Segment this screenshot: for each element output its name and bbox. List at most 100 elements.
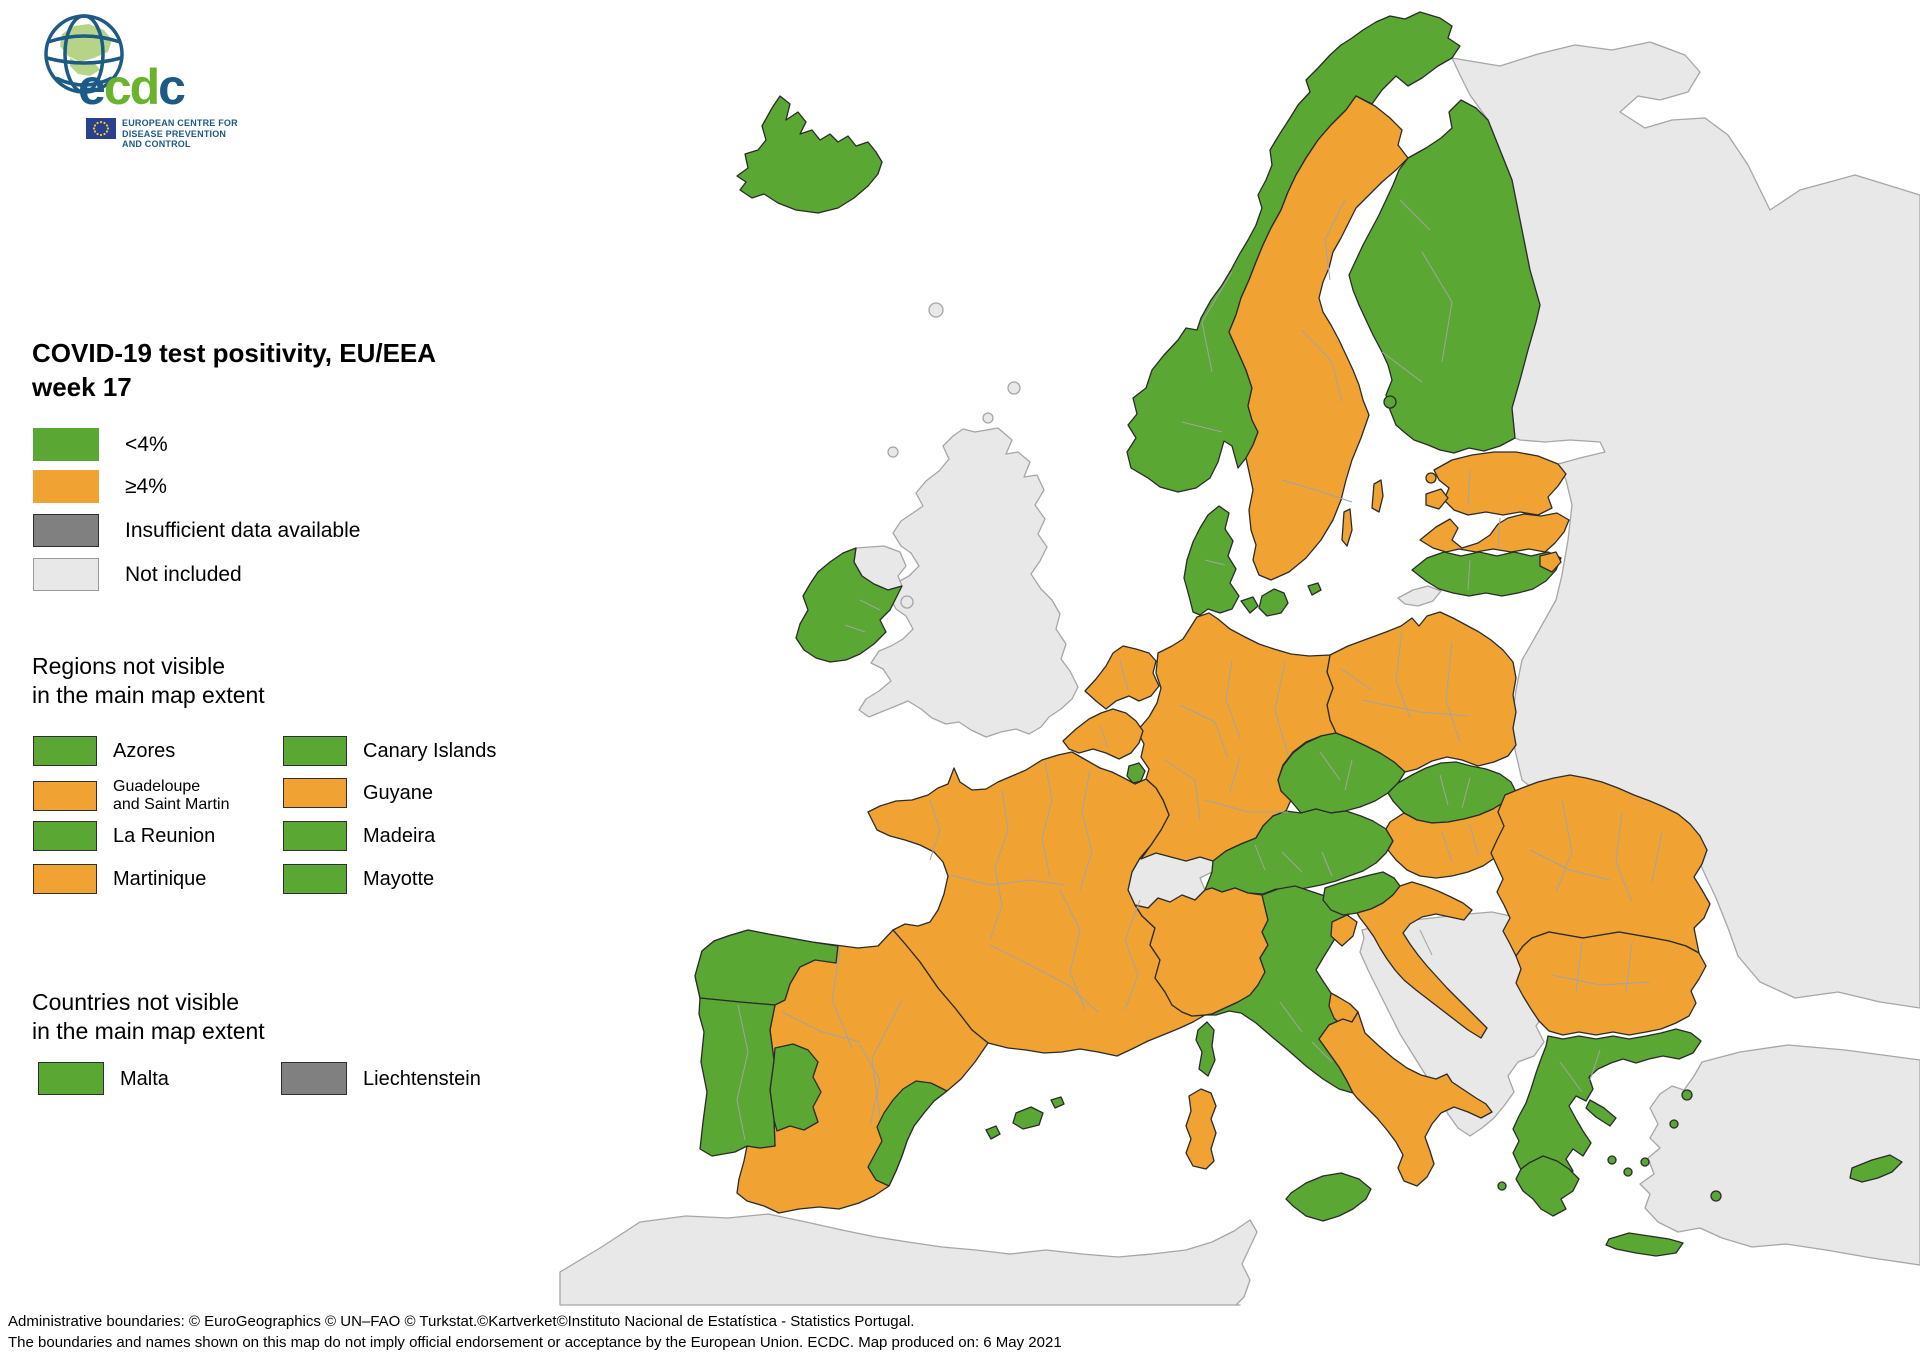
map-area-spain-extremadura bbox=[769, 1043, 822, 1132]
map-area-greek-island-5 bbox=[1669, 1119, 1679, 1129]
region-swatch-guyane bbox=[283, 778, 347, 808]
map-title-line2: week 17 bbox=[32, 372, 132, 402]
map-area-ireland bbox=[795, 547, 903, 663]
logo-org-line2: DISEASE PREVENTION bbox=[122, 128, 227, 139]
legend-label-not-included: Not included bbox=[125, 562, 242, 586]
region-item-la-reunion: La Reunion bbox=[33, 821, 215, 851]
country-swatch-malta bbox=[38, 1062, 104, 1095]
region-label-guadeloupe-line2: and Saint Martin bbox=[113, 796, 230, 813]
map-area-ibiza bbox=[985, 1125, 1001, 1140]
map-area-spain-valencia-murcia bbox=[867, 1080, 948, 1187]
map-area-spain-galicia-asturias bbox=[694, 929, 839, 1006]
map-area-netherlands bbox=[1084, 645, 1160, 710]
map-area-greek-island-4 bbox=[1681, 1089, 1693, 1101]
map-area-menorca bbox=[1050, 1096, 1065, 1109]
region-item-mayotte: Mayotte bbox=[283, 864, 434, 894]
countries-header-line1: Countries not visible bbox=[32, 989, 240, 1015]
footer-line2: The boundaries and names shown on this m… bbox=[8, 1334, 1062, 1351]
map-area-saaremaa bbox=[1425, 488, 1449, 510]
region-swatch-canary-islands bbox=[283, 736, 347, 766]
region-swatch-madeira bbox=[283, 821, 347, 851]
map-area-orkney bbox=[982, 412, 994, 424]
map-area-greek-island-1 bbox=[1607, 1155, 1617, 1165]
map-area-italy-south bbox=[1318, 1011, 1493, 1187]
map-area-hebrides bbox=[887, 446, 899, 458]
legend-label-insufficient: Insufficient data available bbox=[125, 518, 361, 542]
map-area-gotland bbox=[1371, 479, 1384, 513]
region-swatch-guadeloupe bbox=[33, 781, 97, 811]
map-area-hiiumaa bbox=[1425, 472, 1437, 484]
country-item-liechtenstein: Liechtenstein bbox=[281, 1062, 481, 1095]
map-title-line1: COVID-19 test positivity, EU/EEA bbox=[32, 338, 437, 368]
legend-item-lt4: <4% bbox=[33, 428, 168, 461]
map-area-lithuania-southeast bbox=[1539, 551, 1562, 573]
region-swatch-mayotte bbox=[283, 864, 347, 894]
map-area-sweden bbox=[1228, 95, 1409, 581]
legend-item-insufficient: Insufficient data available bbox=[33, 514, 360, 547]
map-area-crete bbox=[1605, 1232, 1684, 1257]
map-area-sardinia bbox=[1185, 1088, 1217, 1170]
countries-header-line2: in the main map extent bbox=[32, 1018, 265, 1044]
map-area-mallorca bbox=[1012, 1106, 1044, 1130]
map-area-iceland bbox=[736, 95, 883, 214]
legend-item-gte4: ≥4% bbox=[33, 470, 167, 503]
region-swatch-martinique bbox=[33, 864, 97, 894]
regions-not-visible-header: Regions not visible in the main map exte… bbox=[32, 652, 265, 710]
map-title: COVID-19 test positivity, EU/EEA week 17 bbox=[32, 336, 436, 404]
region-label-guadeloupe-line1: Guadeloupe bbox=[113, 778, 201, 795]
region-item-canary-islands: Canary Islands bbox=[283, 736, 496, 766]
legend-label-gte4: ≥4% bbox=[125, 474, 167, 498]
legend-item-not-included: Not included bbox=[33, 558, 242, 591]
regions-header-line1: Regions not visible bbox=[32, 653, 226, 679]
legend-swatch-orange bbox=[33, 470, 99, 503]
region-label-mayotte: Mayotte bbox=[363, 868, 435, 890]
map-area-france bbox=[867, 751, 1206, 1057]
footer-line1: Administrative boundaries: © EuroGeograp… bbox=[8, 1313, 915, 1330]
region-label-azores: Azores bbox=[113, 740, 176, 762]
map-area-finland bbox=[1348, 99, 1541, 454]
map-area-croatia bbox=[1356, 881, 1488, 1039]
map-area-aland bbox=[1383, 395, 1397, 409]
map-area-denmark bbox=[1183, 505, 1240, 616]
map-area-croatia-istria bbox=[1330, 914, 1358, 947]
map-area-greek-island-6 bbox=[1710, 1190, 1722, 1202]
ecdc-wordmark: ecdc bbox=[78, 59, 186, 115]
legend-swatch-not-included bbox=[33, 558, 99, 591]
region-swatch-azores bbox=[33, 736, 97, 766]
region-swatch-la-reunion bbox=[33, 821, 97, 851]
region-label-guyane: Guyane bbox=[363, 782, 434, 804]
map-area-bornholm bbox=[1307, 582, 1322, 596]
map-area-cyprus bbox=[1849, 1154, 1903, 1183]
map-area-shetland bbox=[1007, 381, 1021, 395]
eu-flag-icon bbox=[86, 118, 116, 139]
map-area-faroe-islands bbox=[928, 302, 944, 318]
map-area-sicily bbox=[1285, 1172, 1372, 1222]
map-area-estonia bbox=[1433, 451, 1567, 516]
map-area-greek-island-3 bbox=[1640, 1157, 1650, 1167]
map-area-latvia bbox=[1419, 512, 1570, 553]
map-area-oland bbox=[1341, 508, 1353, 547]
countries-not-visible-header: Countries not visible in the main map ex… bbox=[32, 988, 265, 1046]
map-area-turkey bbox=[1639, 1044, 1920, 1266]
footer-credits: Administrative boundaries: © EuroGeograp… bbox=[8, 1311, 1908, 1353]
map-area-greek-island-2 bbox=[1623, 1167, 1633, 1177]
map-area-zealand bbox=[1258, 588, 1289, 617]
country-swatch-liechtenstein bbox=[281, 1062, 347, 1095]
ecdc-logo: ecdc EUROPEAN CENTRE FOR DISEASE PREVENT… bbox=[28, 4, 258, 154]
legend-swatch-green bbox=[33, 428, 99, 461]
region-label-guadeloupe: Guadeloupe and Saint Martin bbox=[113, 778, 230, 814]
country-item-malta: Malta bbox=[38, 1062, 169, 1095]
legend-label-lt4: <4% bbox=[125, 432, 168, 456]
map-area-greece-euboea bbox=[1585, 1099, 1617, 1127]
logo-org-line3: AND CONTROL bbox=[122, 139, 191, 149]
logo-org-line1: EUROPEAN CENTRE FOR bbox=[122, 118, 238, 128]
map-area-greek-island-7 bbox=[1497, 1181, 1507, 1191]
ecdc-globe-icon bbox=[44, 14, 124, 94]
region-item-madeira: Madeira bbox=[283, 821, 435, 851]
region-label-la-reunion: La Reunion bbox=[113, 825, 216, 847]
region-item-martinique: Martinique bbox=[33, 864, 206, 894]
regions-header-line2: in the main map extent bbox=[32, 682, 265, 708]
map-area-portugal bbox=[698, 997, 776, 1157]
region-item-azores: Azores bbox=[33, 736, 175, 766]
